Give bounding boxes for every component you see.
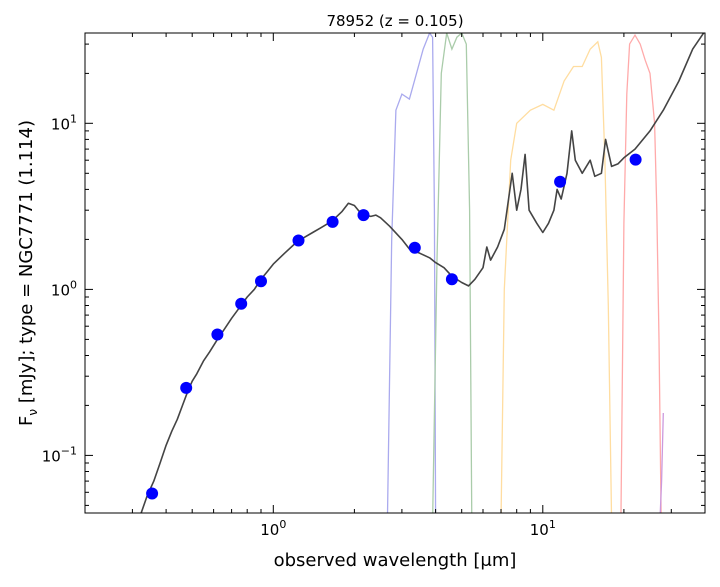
photometry-point-11 <box>629 153 642 166</box>
photometry-point-0 <box>146 487 159 500</box>
x-tick-label-0: 100 <box>260 518 286 539</box>
filter-curve-0 <box>386 33 437 513</box>
y-axis-label: Fν [mJy]; type = NGC7771 (1.114) <box>16 120 40 426</box>
tick-labels: 100 101 10−1 100 101 <box>42 112 556 539</box>
plot-area <box>140 33 705 513</box>
filter-curve-2 <box>500 40 613 513</box>
photometry-point-10 <box>554 175 567 188</box>
photometry-point-2 <box>211 328 224 341</box>
filter-curve-3 <box>620 33 662 513</box>
x-axis-label: observed wavelength [μm] <box>274 550 517 571</box>
y-axis-label-prefix: F <box>16 416 37 426</box>
photometry-point-9 <box>445 273 458 286</box>
photometry-point-3 <box>235 297 248 310</box>
chart-title: 78952 (z = 0.105) <box>326 12 463 30</box>
y-tick-label-2: 101 <box>51 112 77 133</box>
photometry-points <box>146 153 642 500</box>
photometry-point-5 <box>292 234 305 247</box>
filter-curve-1 <box>432 33 473 513</box>
x-tick-label-1: 101 <box>530 518 556 539</box>
photometry-point-1 <box>180 381 193 394</box>
axis-ticks <box>85 33 705 513</box>
photometry-point-7 <box>357 209 370 222</box>
y-axis-label-suffix: [mJy]; type = NGC7771 (1.114) <box>16 120 37 409</box>
template-sed <box>140 33 705 513</box>
y-axis-label-subscript: ν <box>26 409 40 416</box>
photometry-point-6 <box>326 215 339 228</box>
y-tick-label-0: 10−1 <box>42 444 77 465</box>
photometry-point-4 <box>255 275 267 288</box>
plot-frame <box>84 32 706 514</box>
filter-curve-4 <box>659 412 664 513</box>
template-sed-line <box>140 33 705 513</box>
y-tick-label-1: 100 <box>51 278 77 299</box>
filter-curves <box>386 33 664 513</box>
photometry-point-8 <box>408 241 421 254</box>
